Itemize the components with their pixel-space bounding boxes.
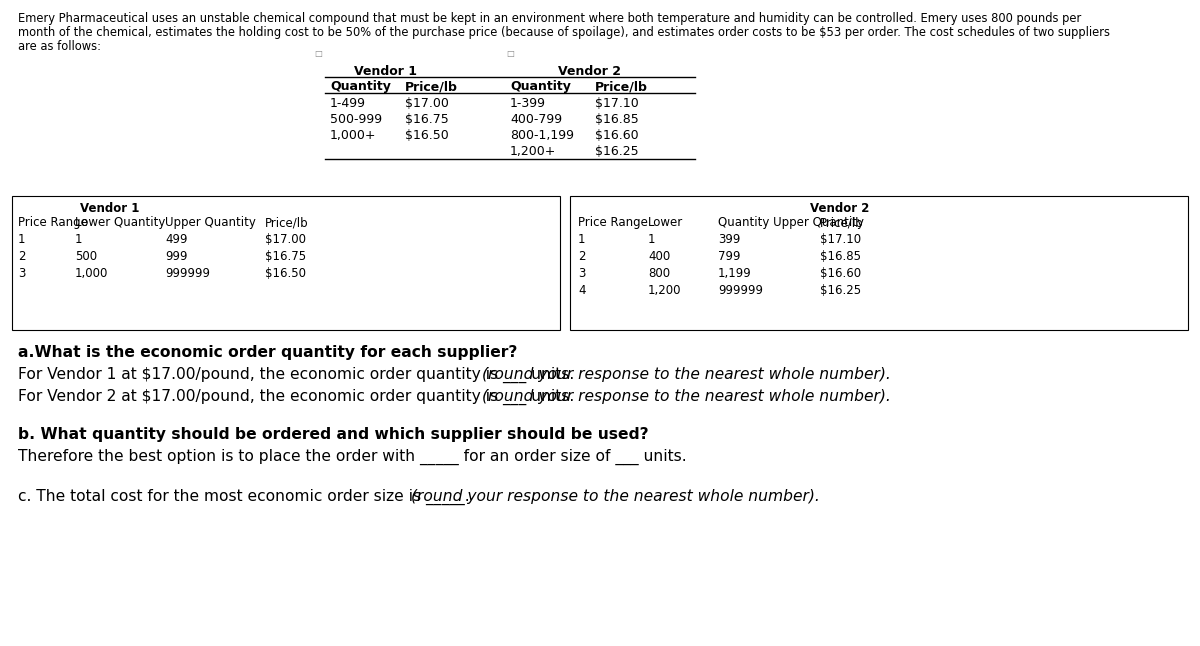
Text: $16.85: $16.85	[595, 113, 638, 126]
Text: □: □	[314, 49, 322, 58]
Bar	[570, 196, 1188, 330]
Text: 1-499: 1-499	[330, 97, 366, 110]
Text: 799: 799	[718, 250, 740, 263]
Text: 1: 1	[74, 233, 83, 246]
Text: Price/lb: Price/lb	[265, 216, 308, 229]
Text: $17.10: $17.10	[820, 233, 862, 246]
Text: month of the chemical, estimates the holding cost to be 50% of the purchase pric: month of the chemical, estimates the hol…	[18, 26, 1110, 39]
Text: 1,199: 1,199	[718, 267, 751, 280]
Text: 999999: 999999	[166, 267, 210, 280]
Text: c. The total cost for the most economic order size is _____.: c. The total cost for the most economic …	[18, 489, 474, 505]
Text: $17.10: $17.10	[595, 97, 638, 110]
Text: $16.25: $16.25	[820, 284, 862, 297]
Text: $16.75: $16.75	[265, 250, 306, 263]
Text: $17.00: $17.00	[406, 97, 449, 110]
Text: 399: 399	[718, 233, 740, 246]
Text: 1: 1	[578, 233, 586, 246]
Text: 499: 499	[166, 233, 187, 246]
Text: 3: 3	[578, 267, 586, 280]
Text: 1,200: 1,200	[648, 284, 682, 297]
Text: Vendor 2: Vendor 2	[558, 65, 622, 78]
Text: b. What quantity should be ordered and which supplier should be used?: b. What quantity should be ordered and w…	[18, 427, 649, 442]
Text: 2: 2	[578, 250, 586, 263]
Text: (round your response to the nearest whole number).: (round your response to the nearest whol…	[482, 367, 892, 382]
Text: Therefore the best option is to place the order with _____ for an order size of : Therefore the best option is to place th…	[18, 449, 686, 465]
Text: 1,200+: 1,200+	[510, 145, 557, 158]
Text: (round your response to the nearest whole number).: (round your response to the nearest whol…	[482, 389, 892, 404]
Text: 4: 4	[578, 284, 586, 297]
Text: 500-999: 500-999	[330, 113, 382, 126]
Text: 800: 800	[648, 267, 670, 280]
Text: For Vendor 2 at $17.00/pound, the economic order quantity is ___ units.: For Vendor 2 at $17.00/pound, the econom…	[18, 389, 580, 405]
Text: $16.60: $16.60	[820, 267, 862, 280]
Text: Lower Quantity: Lower Quantity	[74, 216, 166, 229]
Text: 800-1,199: 800-1,199	[510, 129, 574, 142]
Text: 400: 400	[648, 250, 671, 263]
Text: Quantity: Quantity	[510, 80, 571, 93]
Text: are as follows:: are as follows:	[18, 40, 101, 53]
Text: $16.50: $16.50	[406, 129, 449, 142]
Bar	[12, 196, 560, 330]
Text: $17.00: $17.00	[265, 233, 306, 246]
Text: Quantity: Quantity	[330, 80, 391, 93]
Text: 400-799: 400-799	[510, 113, 562, 126]
Text: Price Range: Price Range	[578, 216, 648, 229]
Text: 1: 1	[648, 233, 655, 246]
Text: (round your response to the nearest whole number).: (round your response to the nearest whol…	[412, 489, 821, 504]
Text: Vendor 2: Vendor 2	[810, 202, 870, 215]
Text: 1-399: 1-399	[510, 97, 546, 110]
Text: 1: 1	[18, 233, 25, 246]
Text: Emery Pharmaceutical uses an unstable chemical compound that must be kept in an : Emery Pharmaceutical uses an unstable ch…	[18, 12, 1081, 25]
Text: □: □	[506, 49, 514, 58]
Text: 1,000: 1,000	[74, 267, 108, 280]
Text: Lower: Lower	[648, 216, 683, 229]
Text: $16.85: $16.85	[820, 250, 862, 263]
Text: $16.75: $16.75	[406, 113, 449, 126]
Text: $16.25: $16.25	[595, 145, 638, 158]
Text: 2: 2	[18, 250, 25, 263]
Text: Vendor 1: Vendor 1	[354, 65, 416, 78]
Text: Price/lb: Price/lb	[406, 80, 458, 93]
Text: $16.50: $16.50	[265, 267, 306, 280]
Text: 500: 500	[74, 250, 97, 263]
Text: $16.60: $16.60	[595, 129, 638, 142]
Text: 1,000+: 1,000+	[330, 129, 377, 142]
Text: a.What is the economic order quantity for each supplier?: a.What is the economic order quantity fo…	[18, 345, 517, 360]
Text: 3: 3	[18, 267, 25, 280]
Text: Price/lb: Price/lb	[820, 216, 864, 229]
Text: Price Range: Price Range	[18, 216, 88, 229]
Text: 999999: 999999	[718, 284, 763, 297]
Text: Upper Quantity: Upper Quantity	[166, 216, 256, 229]
Text: Price/lb: Price/lb	[595, 80, 648, 93]
Text: For Vendor 1 at $17.00/pound, the economic order quantity is ___ units.: For Vendor 1 at $17.00/pound, the econom…	[18, 367, 580, 383]
Text: Quantity Upper Quantity: Quantity Upper Quantity	[718, 216, 864, 229]
Text: 999: 999	[166, 250, 187, 263]
Text: Vendor 1: Vendor 1	[80, 202, 139, 215]
